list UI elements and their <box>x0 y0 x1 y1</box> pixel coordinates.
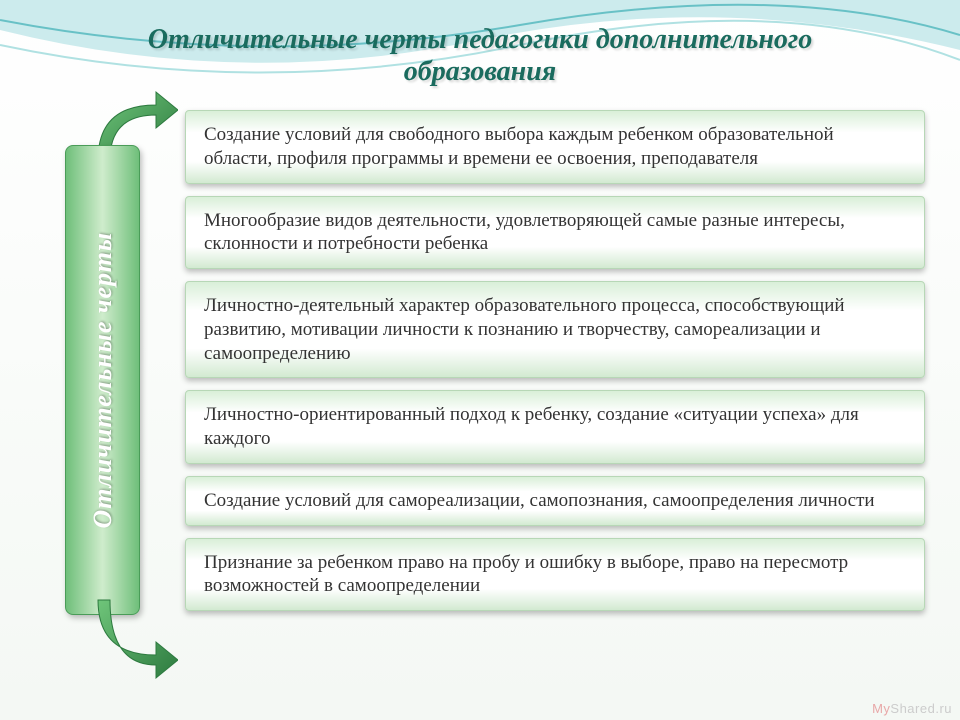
title-line-1: Отличительные черты педагогики дополните… <box>148 24 813 55</box>
title-line-2: образования <box>404 56 556 87</box>
vertical-bar-label: Отличительные черты <box>88 232 118 529</box>
page-title: Отличительные черты педагогики дополните… <box>0 0 960 88</box>
watermark: MyShared.ru <box>872 701 952 716</box>
feature-card: Создание условий для самореализации, сам… <box>185 476 925 526</box>
feature-card: Создание условий для свободного выбора к… <box>185 110 925 184</box>
vertical-bar: Отличительные черты <box>65 145 140 615</box>
watermark-brand-left: My <box>872 701 890 716</box>
feature-card: Признание за ребенком право на пробу и о… <box>185 538 925 612</box>
feature-card: Личностно-ориентированный подход к ребен… <box>185 390 925 464</box>
watermark-brand-right: Shared.ru <box>890 701 952 716</box>
curved-arrow-bottom-icon <box>38 590 178 690</box>
feature-card: Личностно-деятельный характер образовате… <box>185 281 925 378</box>
vertical-bar-wrap: Отличительные черты <box>30 110 175 650</box>
feature-card: Многообразие видов деятельности, удовлет… <box>185 196 925 270</box>
cards-column: Создание условий для свободного выбора к… <box>185 110 925 611</box>
content-area: Отличительные черты Создание условий для… <box>30 110 925 650</box>
